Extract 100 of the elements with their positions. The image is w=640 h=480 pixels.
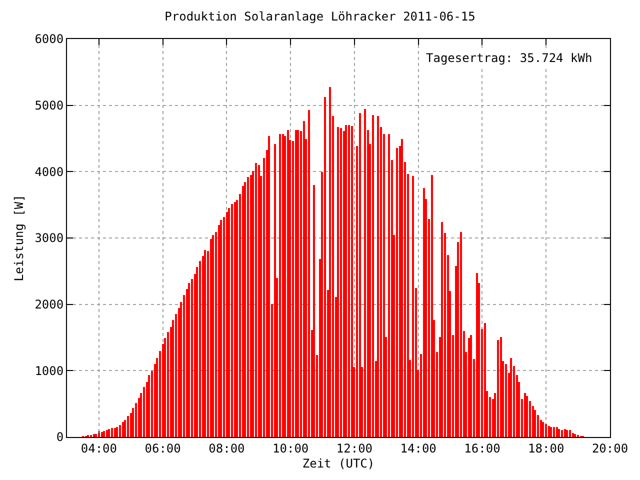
bar: [510, 358, 512, 437]
bar: [340, 128, 342, 437]
bar: [431, 175, 433, 437]
bar: [114, 428, 116, 437]
bar: [258, 165, 260, 437]
bar: [505, 364, 507, 437]
y-tick-label: 5000: [34, 98, 64, 113]
bar: [279, 134, 281, 437]
bar: [548, 426, 550, 437]
bar: [127, 416, 129, 437]
bar: [359, 113, 361, 437]
bar: [226, 212, 228, 437]
x-tick-label: 18:00: [528, 441, 564, 456]
bar: [484, 323, 486, 437]
bar: [247, 177, 249, 437]
bar: [329, 87, 331, 437]
x-tick-label: 16:00: [464, 441, 500, 456]
bar: [497, 340, 499, 437]
bar: [93, 434, 95, 437]
bar: [534, 410, 536, 437]
y-tick-label: 6000: [34, 32, 64, 46]
bar: [388, 134, 390, 437]
x-axis-title: Zeit (UTC): [302, 456, 375, 470]
bar: [572, 433, 574, 437]
bar: [476, 273, 478, 437]
bar: [377, 116, 379, 437]
bar: [103, 431, 105, 437]
bar: [348, 125, 350, 437]
bar: [242, 186, 244, 437]
bar: [550, 427, 552, 437]
bar: [324, 97, 326, 437]
bar: [372, 115, 374, 437]
bar: [116, 427, 118, 437]
x-tick-label: 10:00: [272, 441, 309, 456]
x-tick-label: 04:00: [80, 441, 118, 456]
bar: [111, 428, 113, 437]
bar: [545, 424, 547, 437]
x-tick-label: 20:00: [592, 441, 628, 456]
y-tick-label: 4000: [34, 164, 64, 179]
bar: [337, 127, 339, 437]
x-tick-label: 08:00: [208, 441, 245, 456]
bar: [234, 202, 236, 437]
x-tick-label: 06:00: [144, 441, 181, 456]
x-tick-label: 14:00: [400, 441, 436, 456]
y-tick-label: 0: [56, 430, 64, 444]
bar: [122, 422, 124, 437]
y-axis-title: Leistung [W]: [12, 194, 26, 282]
bar: [468, 338, 470, 437]
bar: [124, 420, 126, 437]
chart-title: Produktion Solaranlage Löhracker 2011-06-15: [164, 9, 476, 24]
bar: [564, 429, 566, 437]
bar: [106, 430, 108, 437]
bar: [345, 125, 347, 437]
bar: [566, 430, 568, 437]
x-tick-label: 12:00: [336, 441, 373, 456]
bar: [401, 139, 403, 437]
bar: [500, 337, 502, 437]
bar: [470, 335, 472, 437]
bar: [98, 433, 100, 437]
bar: [274, 144, 276, 437]
bar: [148, 375, 150, 437]
bar: [553, 427, 555, 437]
bar: [204, 250, 206, 437]
bar: [268, 136, 270, 437]
bar: [210, 239, 212, 437]
bar: [460, 232, 462, 437]
bar: [220, 220, 222, 437]
bar: [212, 235, 214, 437]
bar: [364, 109, 366, 437]
bar: [303, 121, 305, 437]
bar: [108, 429, 110, 437]
y-tick-label: 3000: [34, 231, 64, 246]
bar: [282, 134, 284, 437]
bar: [396, 148, 398, 437]
bar: [297, 130, 299, 437]
bar: [574, 434, 576, 437]
bar: [231, 204, 233, 437]
bar: [287, 130, 289, 437]
bar: [526, 396, 528, 437]
y-tick-label: 2000: [34, 298, 64, 312]
bar: [561, 430, 563, 437]
bar: [441, 222, 443, 437]
bar: [228, 208, 230, 437]
bar: [524, 393, 526, 437]
bar: [569, 430, 571, 437]
bar: [295, 130, 297, 437]
bar: [313, 185, 315, 437]
bar: [542, 422, 544, 437]
bar: [556, 427, 558, 437]
bar: [558, 429, 560, 437]
bar: [188, 283, 190, 437]
bar: [101, 432, 103, 437]
bar: [308, 110, 310, 437]
annotation: Tagesertrag: 35.724 kWh: [426, 51, 592, 65]
bar: [351, 126, 353, 437]
y-tick-label: 1000: [34, 364, 64, 378]
bar: [412, 176, 414, 437]
bar: [423, 188, 425, 437]
bar: [119, 425, 121, 437]
bar: [95, 434, 97, 437]
